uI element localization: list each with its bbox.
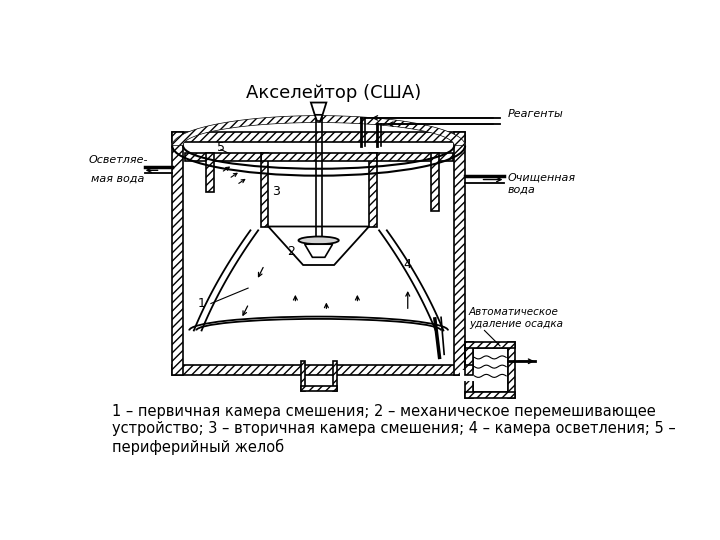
Polygon shape — [315, 115, 323, 121]
Bar — [333, 361, 337, 390]
Text: Акселейтор (США): Акселейтор (США) — [246, 84, 422, 102]
Text: Автоматическое
удаление осадка: Автоматическое удаление осадка — [469, 307, 563, 329]
Text: Очищенная
вода: Очищенная вода — [508, 173, 576, 194]
Bar — [465, 342, 516, 348]
Bar — [473, 348, 508, 392]
Bar — [184, 153, 261, 161]
Text: 3: 3 — [272, 185, 280, 198]
Text: Реагенты: Реагенты — [508, 109, 564, 119]
Polygon shape — [172, 116, 465, 146]
Polygon shape — [311, 103, 326, 115]
Text: 4: 4 — [404, 259, 412, 272]
Bar — [465, 342, 473, 398]
Bar — [261, 153, 269, 226]
Text: Осветляе-: Осветляе- — [88, 155, 148, 165]
Ellipse shape — [299, 237, 339, 244]
Bar — [301, 361, 305, 390]
Bar — [301, 386, 337, 390]
Bar — [369, 153, 377, 226]
Bar — [172, 132, 183, 375]
Bar — [206, 153, 214, 192]
Bar — [465, 365, 473, 375]
Polygon shape — [305, 244, 333, 257]
Polygon shape — [269, 226, 369, 265]
Bar — [261, 153, 377, 161]
Bar — [172, 365, 465, 375]
Bar — [172, 132, 465, 142]
Text: 5: 5 — [217, 141, 225, 154]
Bar — [431, 153, 438, 211]
Bar — [454, 132, 465, 375]
Bar — [508, 342, 516, 398]
Bar — [465, 392, 516, 398]
Text: 1: 1 — [198, 297, 206, 310]
Bar — [377, 153, 453, 161]
Text: мая вода: мая вода — [91, 174, 145, 184]
Text: 2: 2 — [287, 245, 295, 259]
Text: 1 – первичная камера смешения; 2 – механическое перемешивающее
устройство; 3 – в: 1 – первичная камера смешения; 2 – механ… — [112, 403, 675, 455]
